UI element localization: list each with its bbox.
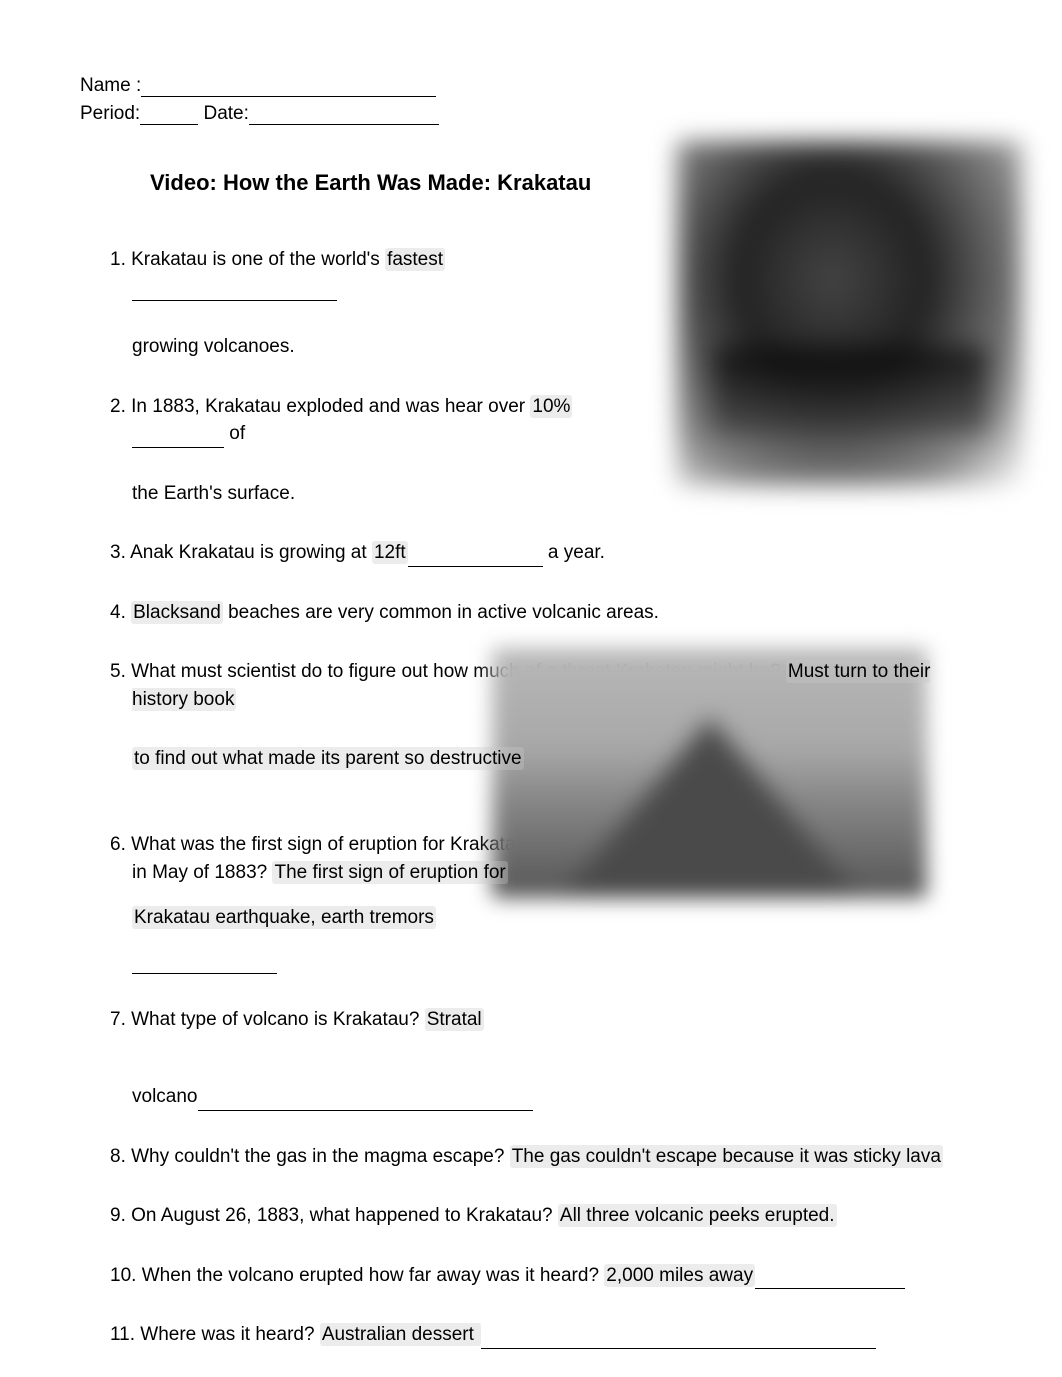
name-blank[interactable] — [141, 79, 436, 97]
q7-text-a: 7. What type of volcano is Krakatau? — [110, 1009, 425, 1030]
date-label: Date: — [203, 103, 248, 124]
header-fields: Name : Period: Date: — [80, 75, 982, 125]
q10-blank[interactable] — [755, 1273, 905, 1289]
q9-answer: All three volcanic peeks erupted. — [558, 1204, 837, 1227]
volcano-mountain-image — [492, 648, 927, 898]
q1-answer: fastest — [385, 248, 445, 271]
volcano-eruption-image — [677, 141, 1022, 486]
period-blank[interactable] — [140, 107, 198, 125]
question-11: 11. Where was it heard? Australian desse… — [110, 1321, 982, 1349]
q9-text-a: 9. On August 26, 1883, what happened to … — [110, 1205, 558, 1226]
q2-blank[interactable] — [132, 432, 224, 448]
question-8: 8. Why couldn't the gas in the magma esc… — [110, 1143, 982, 1171]
q7-cont: volcano — [110, 1083, 982, 1111]
question-2: 2. In 1883, Krakatau exploded and was he… — [110, 393, 650, 448]
q6-cont-answer: Krakatau earthquake, earth tremors — [132, 906, 436, 929]
q8-text-a: 8. Why couldn't the gas in the magma esc… — [110, 1146, 510, 1167]
q8-answer: The gas couldn't escape because it was s… — [510, 1145, 943, 1168]
q2-text-a: 2. In 1883, Krakatau exploded and was he… — [110, 396, 530, 417]
q6-cont: Krakatau earthquake, earth tremors — [110, 904, 982, 932]
q6-blank-line[interactable] — [132, 972, 277, 974]
date-blank[interactable] — [249, 107, 439, 125]
question-3: 3. Anak Krakatau is growing at 12ft a ye… — [110, 539, 982, 567]
question-6: 6. What was the first sign of eruption f… — [110, 831, 540, 886]
period-label: Period: — [80, 103, 140, 124]
q3-text-a: 3. Anak Krakatau is growing at — [110, 542, 372, 563]
q11-text-a: 11. Where was it heard? — [110, 1324, 320, 1345]
q11-blank[interactable] — [481, 1333, 876, 1349]
name-label: Name : — [80, 75, 141, 96]
q7-blank[interactable] — [198, 1095, 533, 1111]
q5-cont-answer: to find out what made its parent so dest… — [132, 747, 524, 770]
q3-blank[interactable] — [408, 551, 543, 567]
name-line: Name : — [80, 75, 982, 97]
q7-cont-text: volcano — [132, 1086, 198, 1107]
q4-text-a: 4. — [110, 602, 131, 623]
question-1: 1. Krakatau is one of the world's fastes… — [110, 246, 650, 301]
question-4: 4. Blacksand beaches are very common in … — [110, 599, 982, 627]
q3-text-b: a year. — [543, 542, 605, 563]
q2-text-b: of — [224, 423, 245, 444]
q7-answer: Stratal — [425, 1008, 484, 1031]
q6-answer: The first sign of eruption for — [272, 861, 507, 884]
q3-answer: 12ft — [372, 541, 408, 564]
q11-answer: Australian dessert — [320, 1323, 481, 1346]
q1-text-a: 1. Krakatau is one of the world's — [110, 249, 385, 270]
q1-blank[interactable] — [132, 285, 337, 301]
period-date-line: Period: Date: — [80, 103, 982, 125]
question-9: 9. On August 26, 1883, what happened to … — [110, 1202, 982, 1230]
q2-answer: 10% — [530, 395, 572, 418]
q10-answer: 2,000 miles away — [604, 1264, 755, 1287]
q10-text-a: 10. When the volcano erupted how far awa… — [110, 1265, 604, 1286]
question-10: 10. When the volcano erupted how far awa… — [110, 1262, 982, 1290]
q4-answer: Blacksand — [131, 601, 223, 624]
q4-text-b: beaches are very common in active volcan… — [223, 602, 659, 623]
content-area: 1. Krakatau is one of the world's fastes… — [80, 246, 982, 1349]
question-7: 7. What type of volcano is Krakatau? Str… — [110, 1006, 540, 1034]
